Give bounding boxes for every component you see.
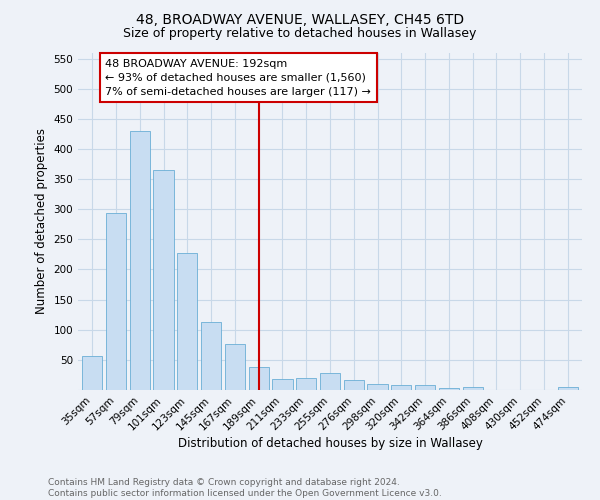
Bar bbox=[225, 344, 245, 390]
Text: 48, BROADWAY AVENUE, WALLASEY, CH45 6TD: 48, BROADWAY AVENUE, WALLASEY, CH45 6TD bbox=[136, 12, 464, 26]
Bar bbox=[248, 367, 269, 390]
Text: 48 BROADWAY AVENUE: 192sqm
← 93% of detached houses are smaller (1,560)
7% of se: 48 BROADWAY AVENUE: 192sqm ← 93% of deta… bbox=[106, 58, 371, 96]
Bar bbox=[272, 379, 293, 390]
Bar bbox=[177, 252, 197, 390]
Text: Contains HM Land Registry data © Crown copyright and database right 2024.
Contai: Contains HM Land Registry data © Crown c… bbox=[48, 478, 442, 498]
Bar bbox=[201, 322, 221, 390]
Bar bbox=[391, 384, 412, 390]
Bar bbox=[154, 170, 173, 390]
Bar bbox=[82, 356, 103, 390]
Text: Size of property relative to detached houses in Wallasey: Size of property relative to detached ho… bbox=[124, 28, 476, 40]
Y-axis label: Number of detached properties: Number of detached properties bbox=[35, 128, 48, 314]
Bar bbox=[344, 380, 364, 390]
Bar bbox=[296, 378, 316, 390]
X-axis label: Distribution of detached houses by size in Wallasey: Distribution of detached houses by size … bbox=[178, 438, 482, 450]
Bar bbox=[130, 131, 150, 390]
Bar bbox=[415, 385, 435, 390]
Bar bbox=[439, 388, 459, 390]
Bar bbox=[367, 384, 388, 390]
Bar bbox=[320, 372, 340, 390]
Bar bbox=[106, 214, 126, 390]
Bar bbox=[463, 387, 483, 390]
Bar bbox=[557, 387, 578, 390]
